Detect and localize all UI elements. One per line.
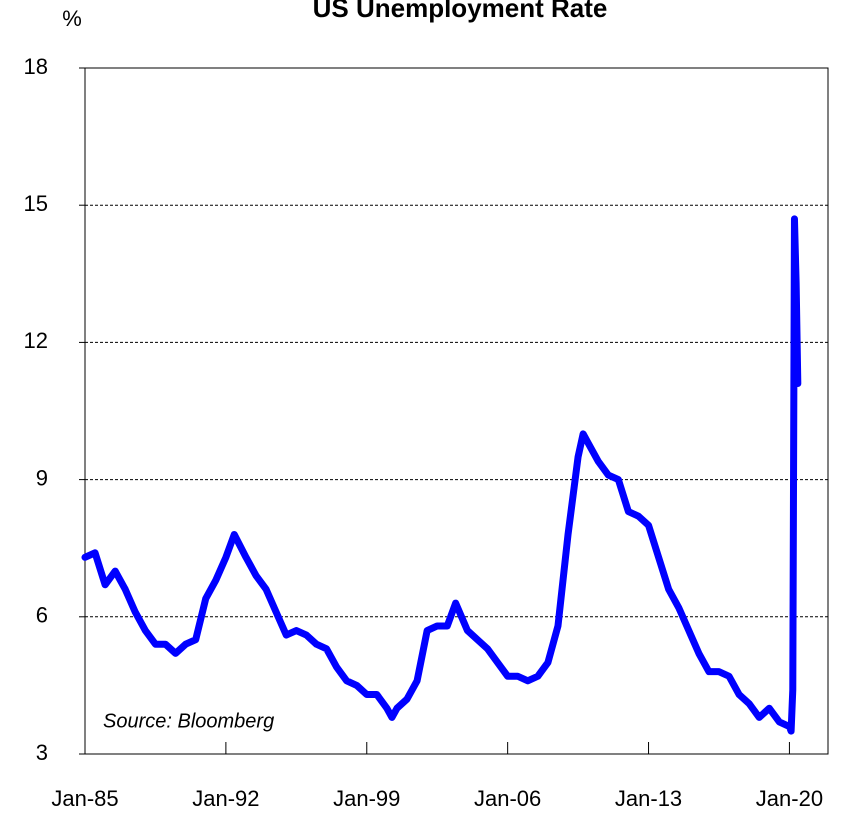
x-tick-label: Jan-20	[756, 786, 823, 811]
plot-frame	[84, 67, 829, 755]
x-tick-label: Jan-13	[615, 786, 682, 811]
source-note: Source: Bloomberg	[103, 710, 274, 732]
y-tick-label: 12	[24, 328, 48, 353]
chart-title: US Unemployment Rate	[313, 0, 608, 23]
x-tick-label: Jan-99	[333, 786, 400, 811]
y-tick-label: 18	[24, 54, 48, 79]
x-tick-label: Jan-92	[192, 786, 259, 811]
y-tick-label: 15	[24, 191, 48, 216]
x-tick-label: Jan-06	[474, 786, 541, 811]
x-tick-label: Jan-85	[51, 786, 118, 811]
y-tick-label: 6	[36, 603, 48, 628]
y-axis-label: %	[62, 6, 82, 31]
y-tick-label: 9	[36, 465, 48, 490]
data-line	[81, 215, 802, 735]
y-tick-label: 3	[36, 740, 48, 765]
